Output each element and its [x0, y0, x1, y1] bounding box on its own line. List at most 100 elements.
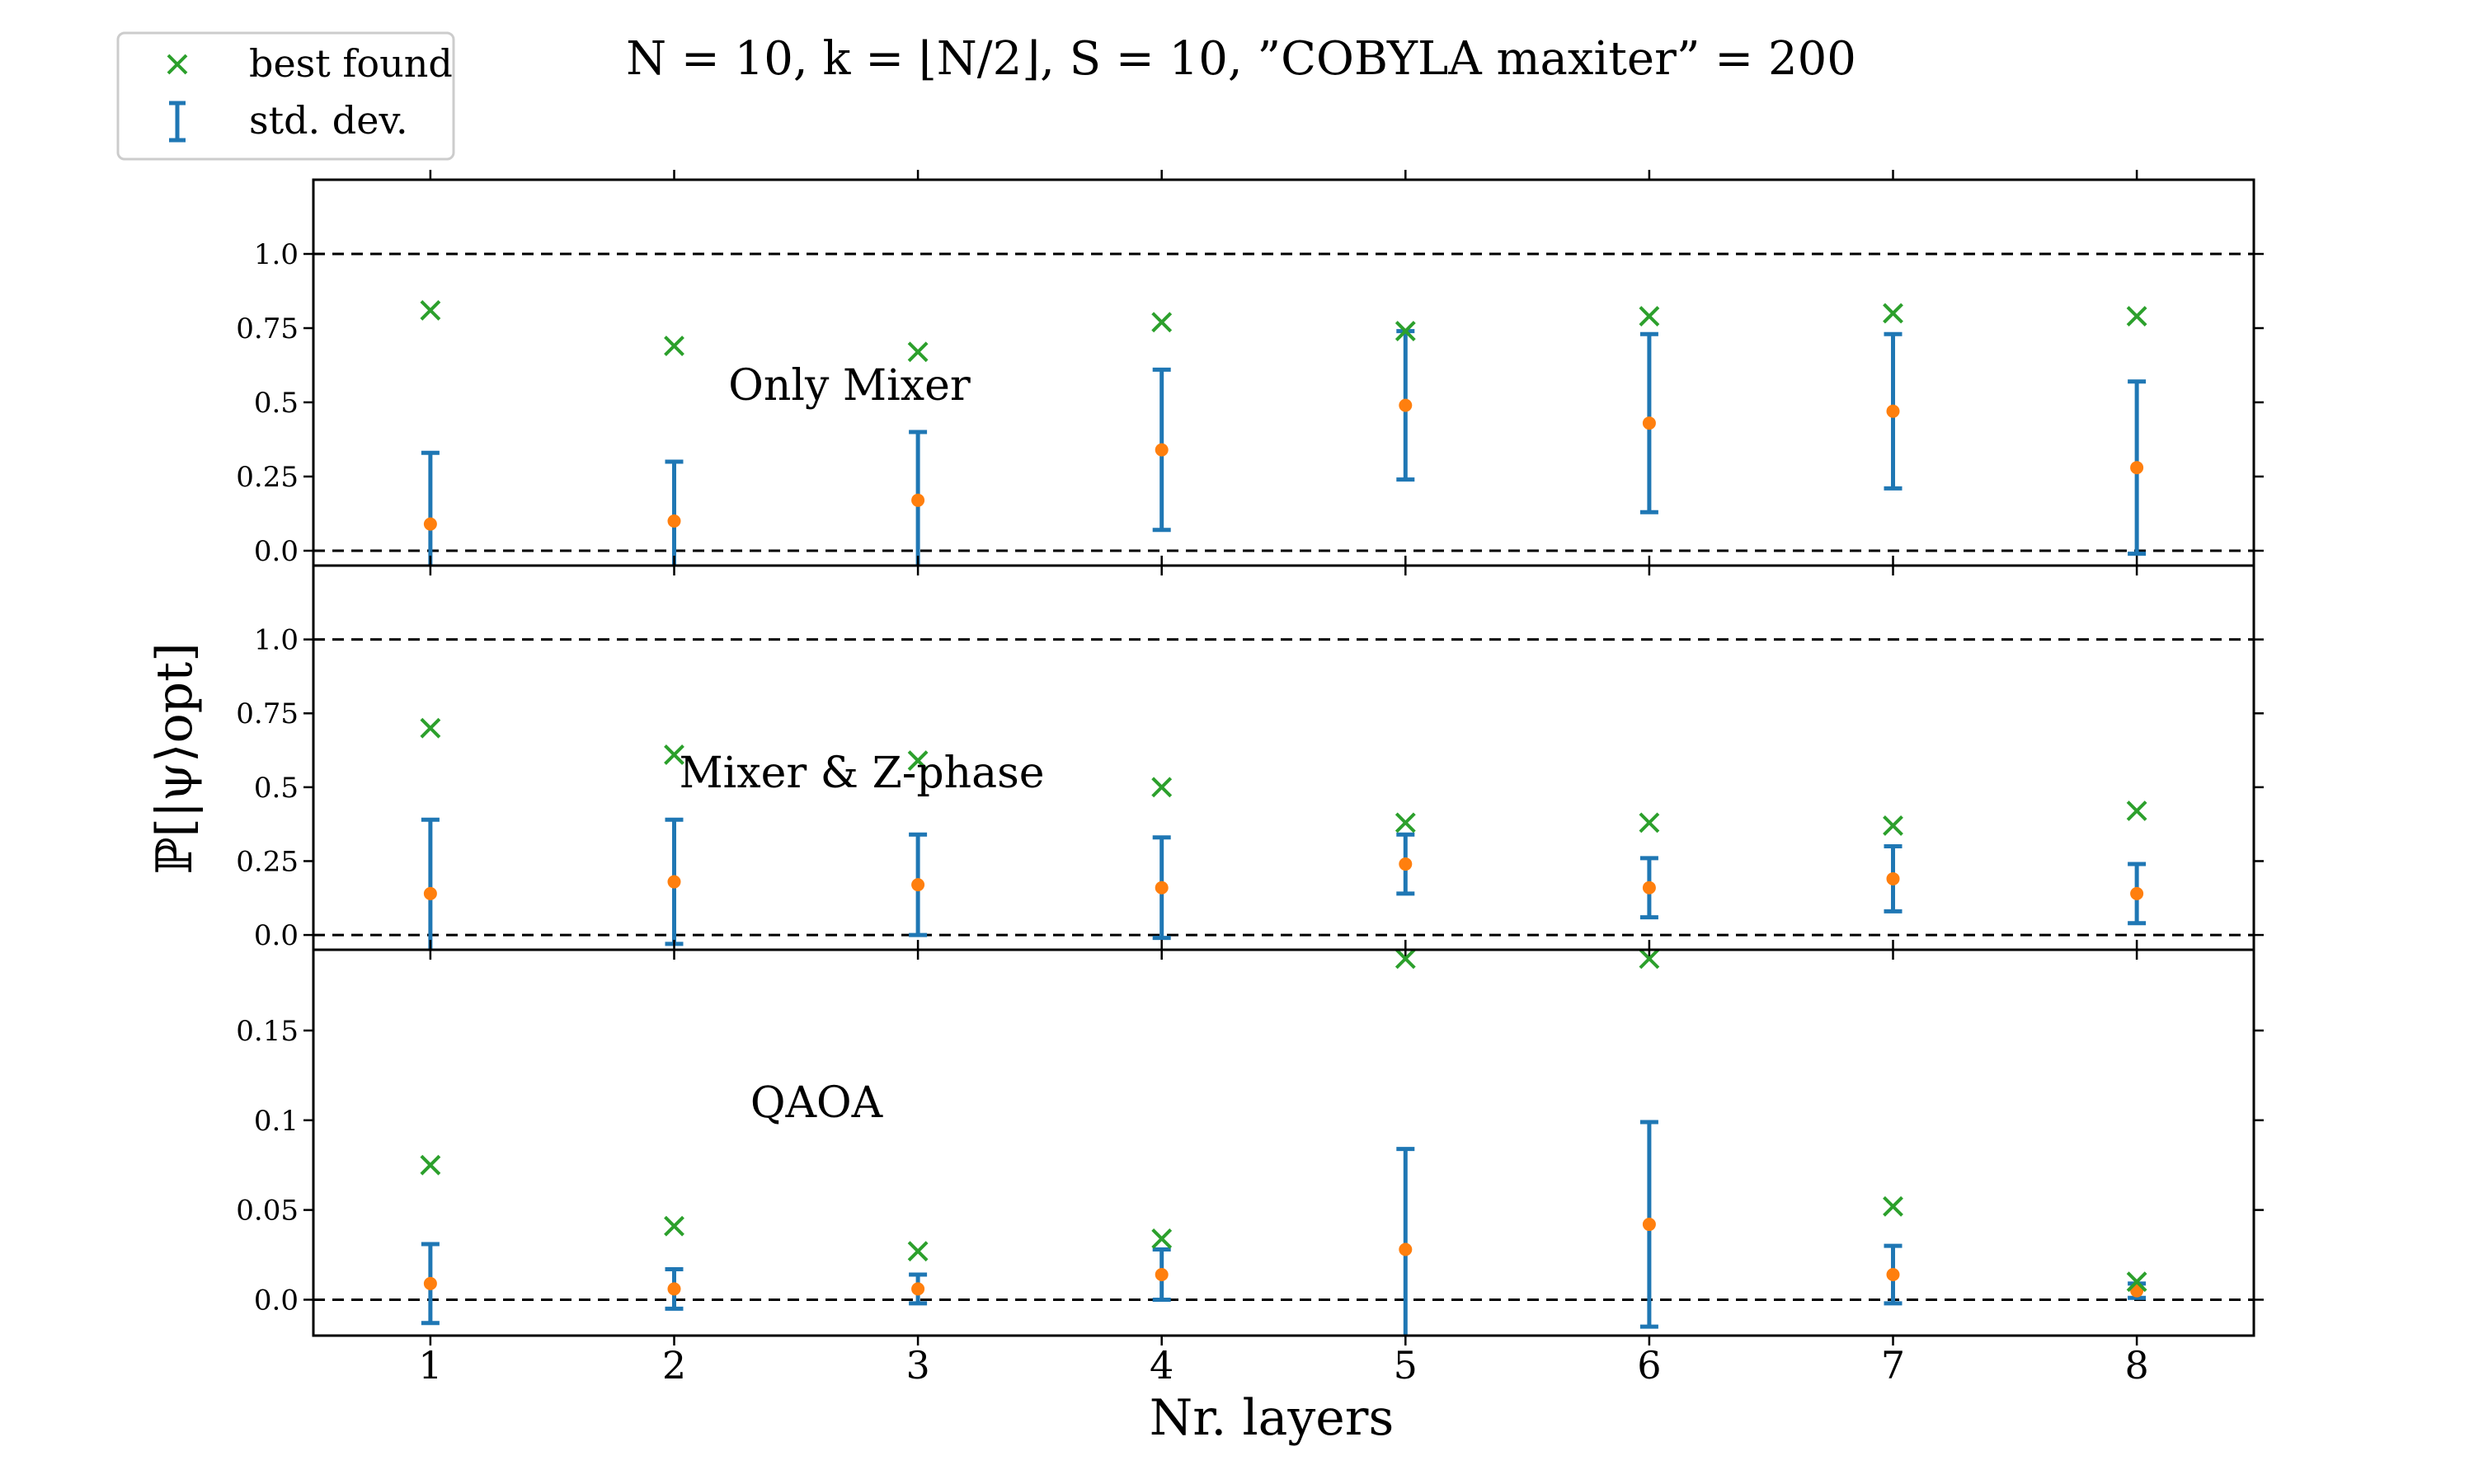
mean-point [1155, 443, 1169, 457]
y-tick-label: 1.0 [254, 624, 299, 657]
best-found-marker [1395, 950, 1416, 970]
best-found-marker-stroke-b [1883, 1195, 1903, 1217]
panel-data-3 [313, 950, 2254, 1336]
mean-point [1399, 1242, 1413, 1256]
best-found-marker [1151, 777, 1173, 798]
best-found-marker [664, 336, 684, 357]
best-found-marker-stroke-b [2126, 1271, 2147, 1293]
panel-frame [312, 948, 2255, 1337]
best-found-marker [664, 744, 684, 765]
best-found-marker [1639, 812, 1660, 834]
panels: 0.0 0.25 0.5 0.75 1.0 Only Mixer 0.0 0.25 0.5 0.7… [236, 170, 2264, 1388]
panel-3: 0.0 0.05 0.1 0.15 QAOA [236, 940, 2264, 1345]
x-tick-label: 1 [418, 1343, 442, 1388]
best-found-marker-stroke-b [420, 299, 441, 321]
panel-2: 0.0 0.25 0.5 0.75 1.0 Mixer & Z-phase [236, 556, 2264, 960]
panel-data-2 [313, 638, 2254, 950]
y-tick-label: 0.5 [254, 387, 299, 420]
best-found-marker [907, 1241, 929, 1262]
mean-point [2130, 1284, 2144, 1298]
mean-point [1399, 857, 1413, 871]
x-tick-label: 4 [1150, 1343, 1174, 1388]
panel-label: Only Mixer [728, 361, 971, 411]
best-found-marker-stroke-b [1883, 303, 1903, 324]
chart-title: N = 10, k = ⌊N/2⌋, S = 10, ”COBYLA maxit… [626, 32, 1856, 86]
x-tick-label: 2 [662, 1343, 686, 1388]
y-axis-label: ℙ[|ψ⟩opt] [146, 642, 204, 874]
mean-point [911, 878, 925, 892]
best-found-marker-stroke-b [1151, 1228, 1173, 1249]
best-found-marker-stroke-b [2126, 801, 2147, 821]
mean-point [911, 493, 925, 507]
panel-1: 0.0 0.25 0.5 0.75 1.0 Only Mixer [236, 170, 2264, 575]
mean-point [667, 1282, 681, 1296]
mean-point [667, 875, 681, 889]
best-found-marker-stroke-b [1639, 306, 1660, 327]
y-tick-label: 0.75 [236, 697, 299, 730]
best-found-marker-stroke-b [1395, 812, 1416, 834]
best-found-marker [1883, 1195, 1903, 1217]
x-tick-label: 8 [2124, 1343, 2148, 1388]
mean-point [2130, 461, 2144, 475]
x-axis-label: Nr. layers [1150, 1389, 1395, 1447]
legend-best-x [167, 54, 188, 75]
best-found-marker-stroke-b [1151, 312, 1173, 333]
best-found-marker [1639, 306, 1660, 327]
best-found-marker [2126, 306, 2147, 327]
best-found-marker [1883, 303, 1903, 324]
mean-point [1886, 871, 1900, 885]
mean-point [423, 1276, 437, 1290]
best-found-marker [907, 341, 929, 363]
mean-point [911, 1282, 925, 1296]
y-tick-label: 0.0 [254, 919, 299, 952]
best-found-marker-stroke-b [664, 336, 684, 357]
best-found-marker-stroke-b [664, 1215, 684, 1237]
best-found-marker-stroke-b [1395, 321, 1416, 342]
best-found-marker [664, 1215, 684, 1237]
best-found-marker [420, 299, 441, 321]
panel-label: Mixer & Z-phase [679, 749, 1044, 798]
x-tick-label: 5 [1394, 1343, 1418, 1388]
best-found-marker-stroke-b [907, 341, 929, 363]
y-tick-label: 0.75 [236, 312, 299, 345]
best-found-marker-stroke-b [2126, 306, 2147, 327]
y-tick-label: 0.0 [254, 1284, 299, 1317]
panel-label: QAOA [750, 1078, 884, 1128]
best-found-marker-stroke-b [907, 1241, 929, 1262]
mean-point [1642, 1218, 1656, 1232]
best-found-marker-stroke-b [1639, 950, 1660, 970]
legend-std-marker [169, 101, 186, 143]
mean-point [2130, 886, 2144, 900]
legend: best found std. dev. [116, 31, 455, 161]
best-found-marker [1395, 321, 1416, 342]
best-found-marker-stroke-b [420, 717, 441, 739]
best-found-marker [1395, 812, 1416, 834]
y-tick-label: 0.25 [236, 845, 299, 878]
mean-point [423, 886, 437, 900]
best-found-marker [2126, 1271, 2147, 1293]
best-found-marker [1883, 815, 1903, 836]
mean-point [1886, 404, 1900, 418]
legend-best-label: best found [249, 41, 453, 86]
y-tick-label: 0.05 [236, 1195, 299, 1228]
best-found-marker-stroke-b [907, 750, 929, 771]
best-found-marker-stroke-b [664, 744, 684, 765]
x-tick-labels: 1 2 3 4 5 6 7 8 [418, 1343, 2149, 1388]
best-found-marker [1151, 1228, 1173, 1249]
y-tick-label: 0.25 [236, 461, 299, 494]
mean-point [1155, 1267, 1169, 1281]
x-tick-label: 3 [905, 1343, 929, 1388]
best-found-marker-stroke-b [420, 1154, 441, 1176]
best-found-marker [907, 750, 929, 771]
best-found-marker [420, 717, 441, 739]
mean-point [1155, 881, 1169, 895]
legend-best-marker [167, 54, 188, 75]
best-found-marker [2126, 801, 2147, 821]
mean-point [667, 514, 681, 528]
best-found-marker-stroke-b [1883, 815, 1903, 836]
mean-point [1642, 416, 1656, 430]
best-found-marker-stroke-b [1639, 812, 1660, 834]
y-tick-label: 0.5 [254, 772, 299, 805]
